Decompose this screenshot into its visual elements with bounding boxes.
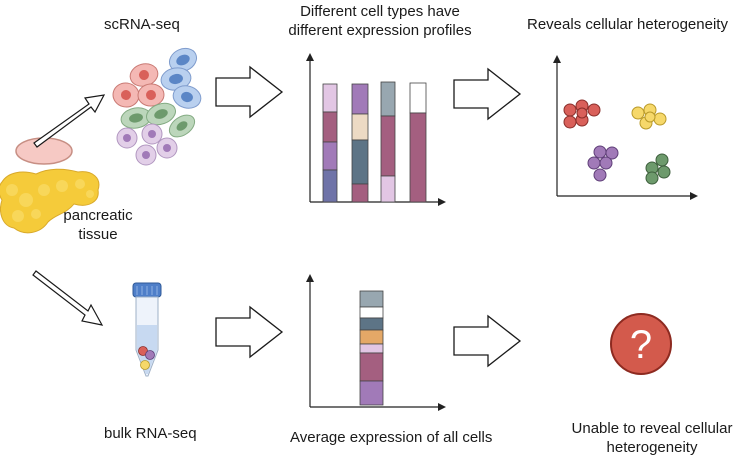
arrow-right-2	[453, 67, 522, 121]
label-scrna-seq: scRNA-seq	[104, 16, 180, 33]
label-unable-reveal: Unable to reveal cellular heterogeneity	[560, 419, 744, 457]
bar-cell-4	[409, 82, 427, 203]
bar-cell-2	[351, 83, 369, 203]
test-tube-icon	[132, 282, 162, 377]
label-average-expression: Average expression of all cells	[290, 429, 493, 446]
question-mark-glyph: ?	[630, 323, 652, 367]
label-unable-reveal-line1: Unable to reveal cellular	[571, 420, 733, 437]
cluster-purple	[587, 145, 619, 182]
cell-cluster-icon	[112, 47, 202, 166]
label-different-profiles-line2: different expression profiles	[288, 22, 472, 39]
label-pancreatic-tissue: pancreatic tissue	[58, 206, 138, 244]
question-mark-icon: ?	[610, 313, 672, 375]
cluster-green	[645, 153, 671, 185]
cluster-yellow	[631, 103, 667, 130]
arrow-right-4	[453, 314, 522, 368]
arrow-right-3	[215, 305, 284, 359]
label-reveals-heterogeneity: Reveals cellular heterogeneity	[527, 16, 728, 33]
cluster-red	[563, 99, 601, 129]
label-bulk-rna-seq: bulk RNA-seq	[104, 425, 197, 442]
single-cell-profiles-chart	[306, 53, 446, 206]
bar-cell-3	[380, 81, 396, 203]
label-pancreatic-tissue-line2: tissue	[78, 226, 118, 243]
bar-average	[359, 290, 384, 406]
bar-cell-1	[322, 83, 338, 203]
label-different-profiles: Different cell types have different expr…	[280, 2, 480, 40]
label-unable-reveal-line2: heterogeneity	[606, 439, 698, 456]
arrow-right-1	[215, 65, 284, 119]
arrow-to-scrna	[33, 94, 106, 148]
cluster-scatter-plot	[553, 55, 698, 200]
pancreas-icon	[0, 137, 100, 234]
label-different-profiles-line1: Different cell types have	[300, 3, 460, 20]
label-pancreatic-tissue-line1: pancreatic	[63, 207, 133, 224]
arrow-to-bulk	[32, 270, 104, 326]
bulk-average-chart	[306, 274, 446, 411]
